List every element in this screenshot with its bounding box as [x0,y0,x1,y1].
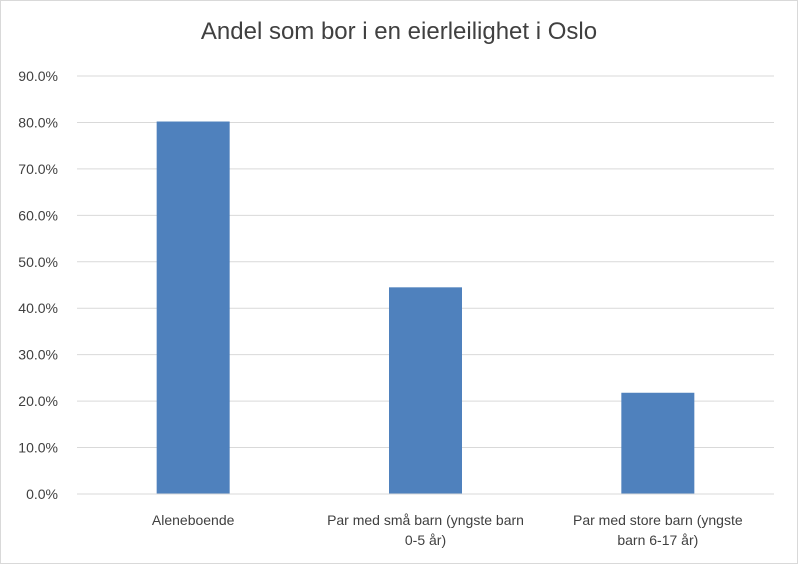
y-tick-label: 70.0% [18,161,58,177]
y-tick-label: 10.0% [18,440,58,456]
y-tick-label: 60.0% [18,207,58,223]
y-tick-label: 50.0% [18,254,58,270]
x-axis-labels: Aleneboende Par med små barn (yngste barn… [152,512,743,548]
x-tick-label: Par med store barn (yngste barn 6-17 år) [573,512,743,548]
y-tick-label: 0.0% [26,486,58,502]
chart-title: Andel som bor i en eierleilighet i Oslo [200,18,598,45]
y-axis-ticks: 0.0% 10.0% 20.0% 30.0% 40.0% 50.0% 60.0% 70.0% 8… [18,68,58,502]
y-tick-label: 30.0% [18,347,58,363]
y-tick-label: 80.0% [18,114,58,130]
bar [156,121,230,494]
y-tick-label: 40.0% [18,300,58,316]
x-tick-label: Par med små barn (yngste barn 0-5 år) [327,512,524,548]
y-tick-label: 20.0% [18,393,58,409]
x-tick-label: Aleneboende [152,512,235,528]
y-tick-label: 90.0% [18,68,58,84]
bar [389,287,462,494]
bars [156,121,695,494]
bar [621,392,695,494]
